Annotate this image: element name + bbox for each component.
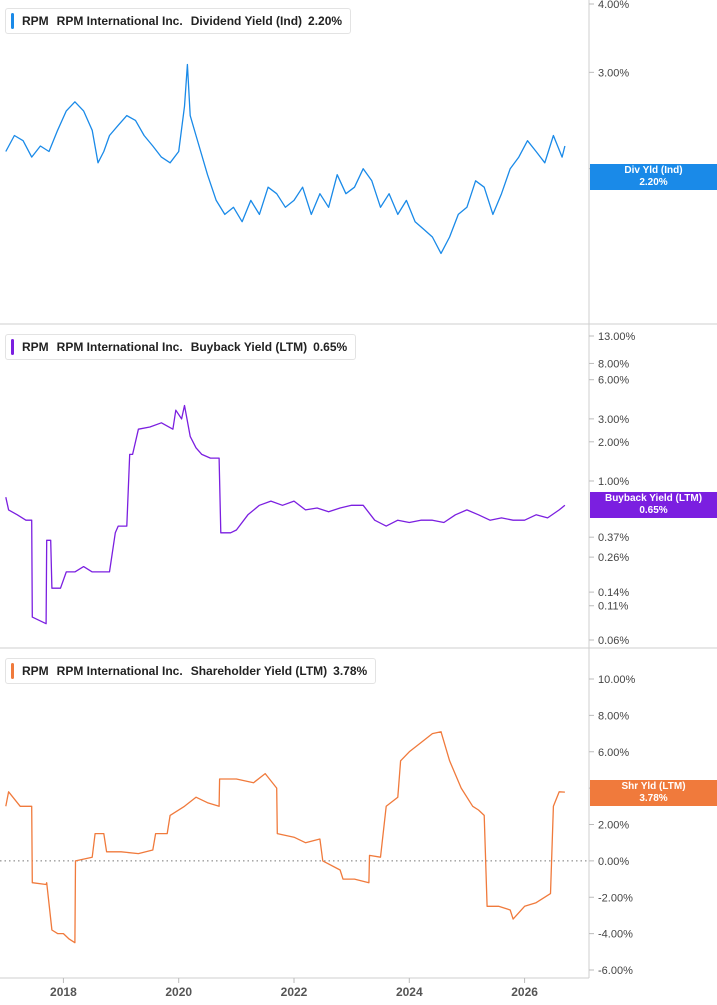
y-tick-label: 3.00%: [598, 67, 629, 79]
tag-value: 0.65%: [639, 505, 668, 516]
tag-value: 2.20%: [639, 177, 668, 188]
y-tick-label: -4.00%: [598, 929, 633, 941]
x-tick-label: 2022: [281, 985, 308, 999]
y-tick-label: -6.00%: [598, 965, 633, 977]
legend-company: RPM International Inc.: [56, 340, 183, 354]
y-tick-label: 0.00%: [598, 856, 629, 868]
tag-value: 3.78%: [639, 793, 668, 804]
y-tick-label: 3.00%: [598, 414, 629, 426]
y-tick-label: 2.00%: [598, 820, 629, 832]
y-tick-label: 6.00%: [598, 375, 629, 387]
legend-company: RPM International Inc.: [56, 664, 183, 678]
y-tick-label: 2.00%: [598, 437, 629, 449]
current-value-tag-buyback: Buyback Yield (LTM) 0.65%: [590, 492, 717, 518]
legend-value: 0.65%: [313, 340, 348, 354]
legend-swatch-buyback: [11, 339, 14, 355]
y-tick-label: 0.37%: [598, 532, 629, 544]
y-tick-label: 0.26%: [598, 552, 629, 564]
series-line-buyback: [5, 404, 566, 625]
y-tick-label: 0.14%: [598, 587, 629, 599]
y-tick-label: 8.00%: [598, 358, 629, 370]
y-tick-label: -2.00%: [598, 892, 633, 904]
legend-value: 3.78%: [333, 664, 368, 678]
current-value-tag-dividend: Div Yld (Ind) 2.20%: [590, 164, 717, 190]
legend-swatch-shareholder: [11, 663, 14, 679]
y-tick-label: 4.00%: [598, 0, 629, 11]
tag-label: Div Yld (Ind): [624, 165, 683, 176]
tag-label: Shr Yld (LTM): [621, 781, 686, 792]
legend-metric: Shareholder Yield (LTM): [190, 664, 328, 678]
y-tick-label: 13.00%: [598, 331, 636, 343]
y-tick-label: 1.00%: [598, 476, 629, 488]
x-tick-label: 2020: [165, 985, 192, 999]
tag-label: Buyback Yield (LTM): [604, 493, 703, 504]
x-tick-label: 2018: [50, 985, 77, 999]
legend-ticker: RPM: [22, 14, 49, 28]
legend-value: 2.20%: [308, 14, 343, 28]
legend-swatch-dividend: [11, 13, 14, 29]
y-tick-label: 6.00%: [598, 747, 629, 759]
legend-ticker: RPM: [22, 340, 49, 354]
x-tick-label: 2024: [396, 985, 423, 999]
y-tick-label: 0.11%: [598, 601, 629, 613]
legend-metric: Dividend Yield (Ind): [190, 14, 303, 28]
legend-shareholder[interactable]: RPM RPM International Inc. Shareholder Y…: [5, 658, 377, 684]
series-line-dividend: [5, 63, 566, 255]
y-tick-label: 10.00%: [598, 674, 636, 686]
series-line-shareholder: [5, 731, 565, 944]
y-tick-label: 0.06%: [598, 635, 629, 647]
legend-ticker: RPM: [22, 664, 49, 678]
legend-metric: Buyback Yield (LTM): [190, 340, 308, 354]
legend-buyback[interactable]: RPM RPM International Inc. Buyback Yield…: [5, 334, 357, 360]
legend-dividend[interactable]: RPM RPM International Inc. Dividend Yiel…: [5, 8, 352, 34]
y-tick-label: 8.00%: [598, 710, 629, 722]
current-value-tag-shareholder: Shr Yld (LTM) 3.78%: [590, 780, 717, 806]
x-tick-label: 2026: [511, 985, 538, 999]
legend-company: RPM International Inc.: [56, 14, 183, 28]
